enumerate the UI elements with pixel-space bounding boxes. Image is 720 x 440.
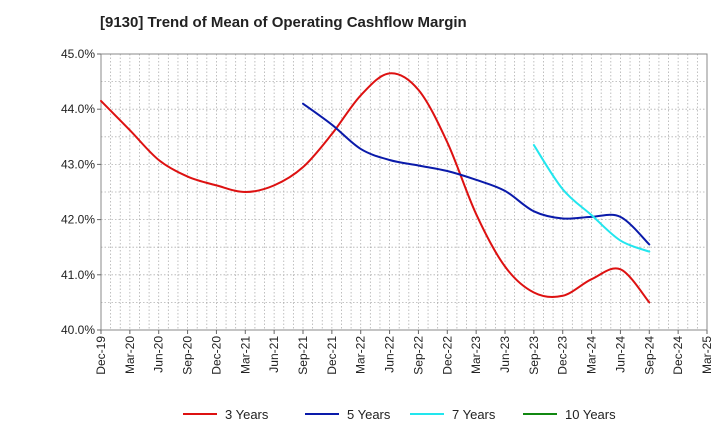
y-tick-label: 40.0%	[61, 323, 95, 337]
x-tick-label: Sep-21	[296, 336, 310, 375]
x-tick-label: Jun-21	[267, 336, 281, 373]
x-tick-label: Dec-24	[671, 336, 685, 375]
plot-border	[100, 53, 708, 331]
series-line-3-years	[100, 72, 651, 304]
legend-label-10-years: 10 Years	[565, 407, 616, 422]
x-tick-label: Mar-20	[123, 336, 137, 374]
x-tick-label: Dec-19	[94, 336, 108, 375]
x-tick-label: Mar-24	[585, 336, 599, 374]
y-tick-label: 42.0%	[61, 213, 95, 227]
x-tick-label: Sep-24	[642, 336, 656, 375]
y-tick-label: 41.0%	[61, 268, 95, 282]
x-tick-label: Jun-23	[498, 336, 512, 373]
x-tick-label: Jun-20	[152, 336, 166, 373]
y-tick-label: 43.0%	[61, 157, 95, 171]
series-lines	[100, 72, 651, 304]
x-tick-label: Mar-25	[700, 336, 714, 374]
x-tick-label: Dec-23	[556, 336, 570, 375]
x-tick-label: Mar-22	[354, 336, 368, 374]
x-tick-label: Jun-22	[383, 336, 397, 373]
x-axis-ticks: Dec-19 Mar-20 Jun-20 Sep-20 Dec-20 Mar-21 Jun-…	[94, 330, 714, 375]
y-tick-label: 44.0%	[61, 102, 95, 116]
x-tick-label: Dec-22	[440, 336, 454, 375]
y-tick-label: 45.0%	[61, 47, 95, 61]
x-tick-label: Dec-20	[209, 336, 223, 375]
x-tick-label: Dec-21	[325, 336, 339, 375]
y-axis-ticks: 40.0% 41.0% 42.0% 43.0% 44.0% 45.0%	[61, 47, 101, 337]
chart-title: [9130] Trend of Mean of Operating Cashfl…	[100, 14, 467, 31]
legend-label-3-years: 3 Years	[225, 407, 269, 422]
x-tick-label: Sep-20	[181, 336, 195, 375]
legend: 3 Years 5 Years 7 Years 10 Years	[183, 407, 616, 422]
x-tick-label: Sep-23	[527, 336, 541, 375]
series-line-7-years	[532, 144, 651, 253]
series-line-5-years	[302, 102, 651, 246]
x-tick-label: Mar-23	[469, 336, 483, 374]
legend-label-7-years: 7 Years	[452, 407, 496, 422]
x-tick-label: Jun-24	[613, 336, 627, 373]
x-tick-label: Mar-21	[238, 336, 252, 374]
x-tick-label: Sep-22	[411, 336, 425, 375]
legend-label-5-years: 5 Years	[347, 407, 391, 422]
